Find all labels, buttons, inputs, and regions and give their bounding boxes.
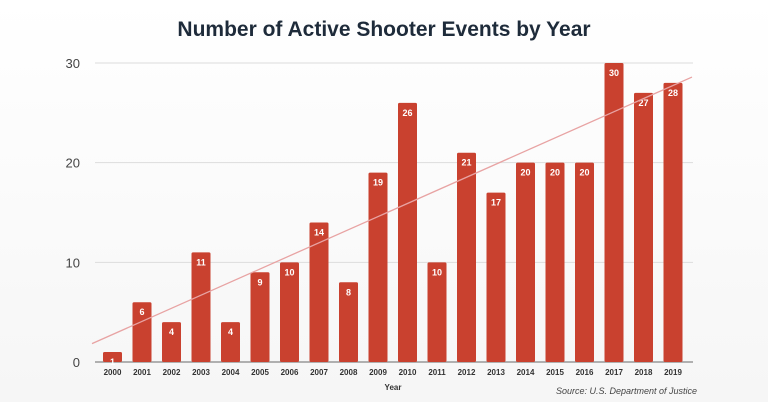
x-tick-label: 2013 (487, 368, 505, 377)
data-label: 19 (373, 178, 383, 188)
bar (604, 63, 624, 362)
bar (221, 322, 240, 362)
source-note: Source: U.S. Department of Justice (555, 386, 697, 396)
x-tick-label: 2011 (428, 368, 446, 377)
x-tick-label: 2005 (251, 368, 269, 377)
bar (162, 322, 181, 362)
bar (545, 162, 565, 362)
bar (516, 162, 535, 362)
x-axis-title: Year (385, 383, 402, 392)
data-label: 20 (550, 168, 560, 178)
x-tick-label: 2014 (517, 368, 535, 377)
x-tick-label: 2004 (222, 368, 240, 377)
data-label: 8 (346, 287, 351, 297)
data-label: 21 (461, 158, 471, 168)
x-tick-label: 2006 (281, 368, 299, 377)
x-tick-label: 2001 (133, 368, 151, 377)
data-label: 4 (169, 327, 174, 337)
bar (132, 302, 152, 362)
data-label: 4 (228, 327, 233, 337)
chart-title: Number of Active Shooter Events by Year (177, 18, 591, 41)
data-label: 20 (579, 168, 589, 178)
bar (634, 92, 653, 363)
data-label: 10 (432, 267, 442, 277)
data-label: 26 (402, 108, 412, 118)
data-label: 1 (110, 357, 115, 367)
x-tick-label: 2000 (104, 368, 122, 377)
x-tick-label: 2003 (192, 368, 210, 377)
bar (398, 102, 417, 362)
x-tick-label: 2009 (369, 368, 387, 377)
bar (457, 152, 476, 362)
bar (368, 172, 388, 362)
x-tick-label: 2019 (664, 368, 682, 377)
x-tick-label: 2002 (163, 368, 181, 377)
trendline (91, 76, 693, 345)
y-tick-label: 20 (66, 156, 80, 171)
x-tick-label: 2010 (399, 368, 417, 377)
bar (250, 272, 270, 362)
data-label: 30 (609, 68, 619, 78)
data-label: 28 (668, 88, 678, 98)
y-tick-label: 30 (66, 56, 80, 71)
x-tick-label: 2015 (546, 368, 564, 377)
x-tick-label: 2007 (310, 368, 328, 377)
data-label: 14 (314, 227, 324, 237)
data-label: 9 (257, 277, 262, 287)
x-tick-label: 2018 (635, 368, 653, 377)
bar (575, 162, 594, 362)
x-tick-label: 2008 (340, 368, 358, 377)
x-tick-label: 2012 (458, 368, 476, 377)
data-label: 10 (284, 267, 294, 277)
data-label: 17 (491, 198, 501, 208)
y-tick-label: 0 (73, 355, 80, 370)
data-label: 11 (196, 257, 206, 267)
data-label: 20 (520, 168, 530, 178)
bar (309, 222, 329, 362)
bar (663, 82, 683, 362)
bar (339, 282, 358, 362)
x-tick-label: 2017 (605, 368, 623, 377)
bar (427, 262, 447, 362)
bar (486, 192, 506, 362)
data-label: 6 (139, 307, 144, 317)
y-tick-label: 10 (66, 255, 80, 270)
data-label: 27 (638, 98, 648, 108)
bar (103, 352, 122, 362)
x-tick-label: 2016 (576, 368, 594, 377)
bar (191, 252, 211, 362)
bar (280, 262, 299, 362)
